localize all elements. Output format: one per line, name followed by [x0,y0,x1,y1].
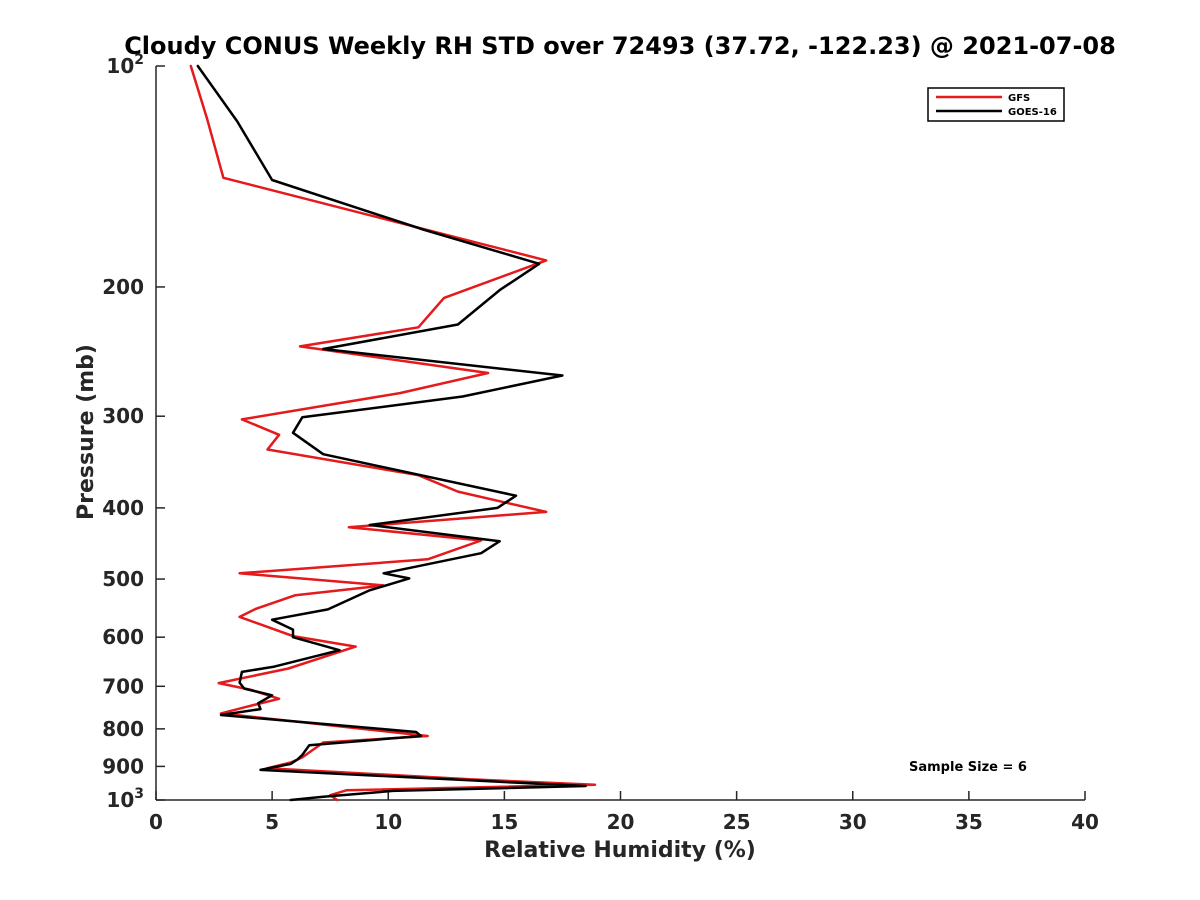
y-tick-label: 500 [102,567,144,591]
y-tick-label: 800 [102,717,144,741]
x-tick-label: 5 [265,810,279,834]
y-tick-exponent: 2 [134,52,144,68]
y-tick-label: 900 [102,754,144,778]
y-tick-label: 300 [102,404,144,428]
y-tick-label: 600 [102,625,144,649]
x-tick-label: 30 [839,810,867,834]
y-tick-label: 103 [106,786,144,812]
y-tick-label: 400 [102,496,144,520]
x-tick-label: 10 [374,810,402,834]
y-tick-label: 200 [102,275,144,299]
y-axis-label: Pressure (mb) [74,344,99,520]
axes: 0 5 10 15 20 25 30 35 40102200300400500600700800… [102,52,1099,834]
y-tick-exponent: 3 [134,786,144,802]
y-tick-base: 10 [106,54,134,78]
x-tick-label: 25 [723,810,751,834]
x-tick-label: 35 [955,810,983,834]
series-layer [189,64,597,802]
legend-label: GOES-16 [1008,107,1057,118]
x-tick-label: 15 [490,810,518,834]
series-line-goes-16 [196,64,587,802]
sample-size-annotation: Sample Size = 6 [909,760,1027,775]
x-axis-label: Relative Humidity (%) [484,838,756,863]
x-tick-label: 20 [607,810,635,834]
y-tick-label: 102 [106,52,144,78]
legend-box [927,87,1065,122]
legend-label: GFS [1008,93,1030,104]
legend: GFS GOES-16 [927,87,1065,122]
x-tick-label: 0 [149,810,163,834]
y-tick-label: 700 [102,674,144,698]
y-tick-base: 10 [106,788,134,812]
x-tick-label: 40 [1071,810,1099,834]
chart-title: Cloudy CONUS Weekly RH STD over 72493 (3… [124,32,1116,60]
